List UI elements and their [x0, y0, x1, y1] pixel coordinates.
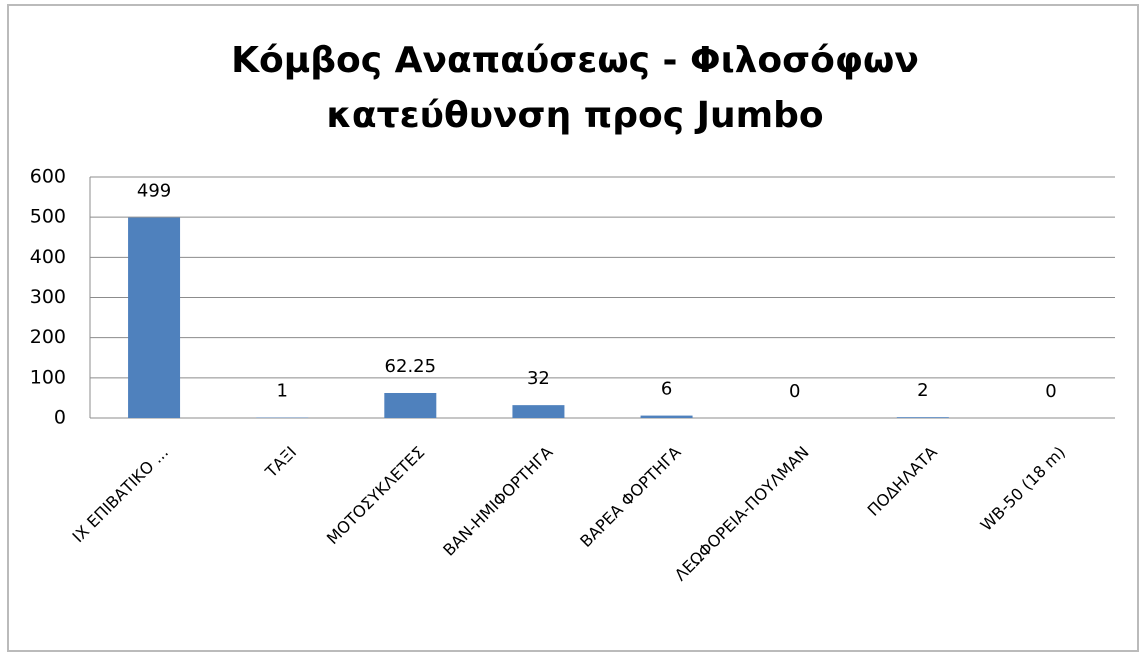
value-label: 1 — [276, 381, 287, 402]
value-label: 0 — [789, 381, 800, 402]
y-tick-label: 0 — [54, 407, 66, 429]
chart-title: Κόμβος Αναπαύσεως - Φιλοσόφων — [231, 40, 919, 81]
y-tick-label: 300 — [30, 286, 66, 308]
bar — [512, 405, 565, 418]
value-label: 32 — [527, 368, 550, 389]
value-label: 0 — [1045, 381, 1056, 402]
y-tick-label: 100 — [30, 366, 66, 388]
y-tick-label: 400 — [30, 246, 66, 268]
bar — [128, 217, 181, 418]
value-label: 62.25 — [385, 356, 437, 377]
value-label: 499 — [137, 181, 171, 202]
value-label: 6 — [661, 379, 672, 400]
chart-title: κατεύθυνση προς Jumbo — [326, 95, 823, 136]
y-tick-label: 200 — [30, 326, 66, 348]
chart-border — [7, 4, 1139, 652]
y-tick-label: 600 — [30, 166, 66, 188]
bar — [640, 415, 693, 418]
y-tick-label: 500 — [30, 206, 66, 228]
bar — [896, 417, 949, 418]
bar — [384, 392, 437, 418]
value-label: 2 — [917, 380, 928, 401]
